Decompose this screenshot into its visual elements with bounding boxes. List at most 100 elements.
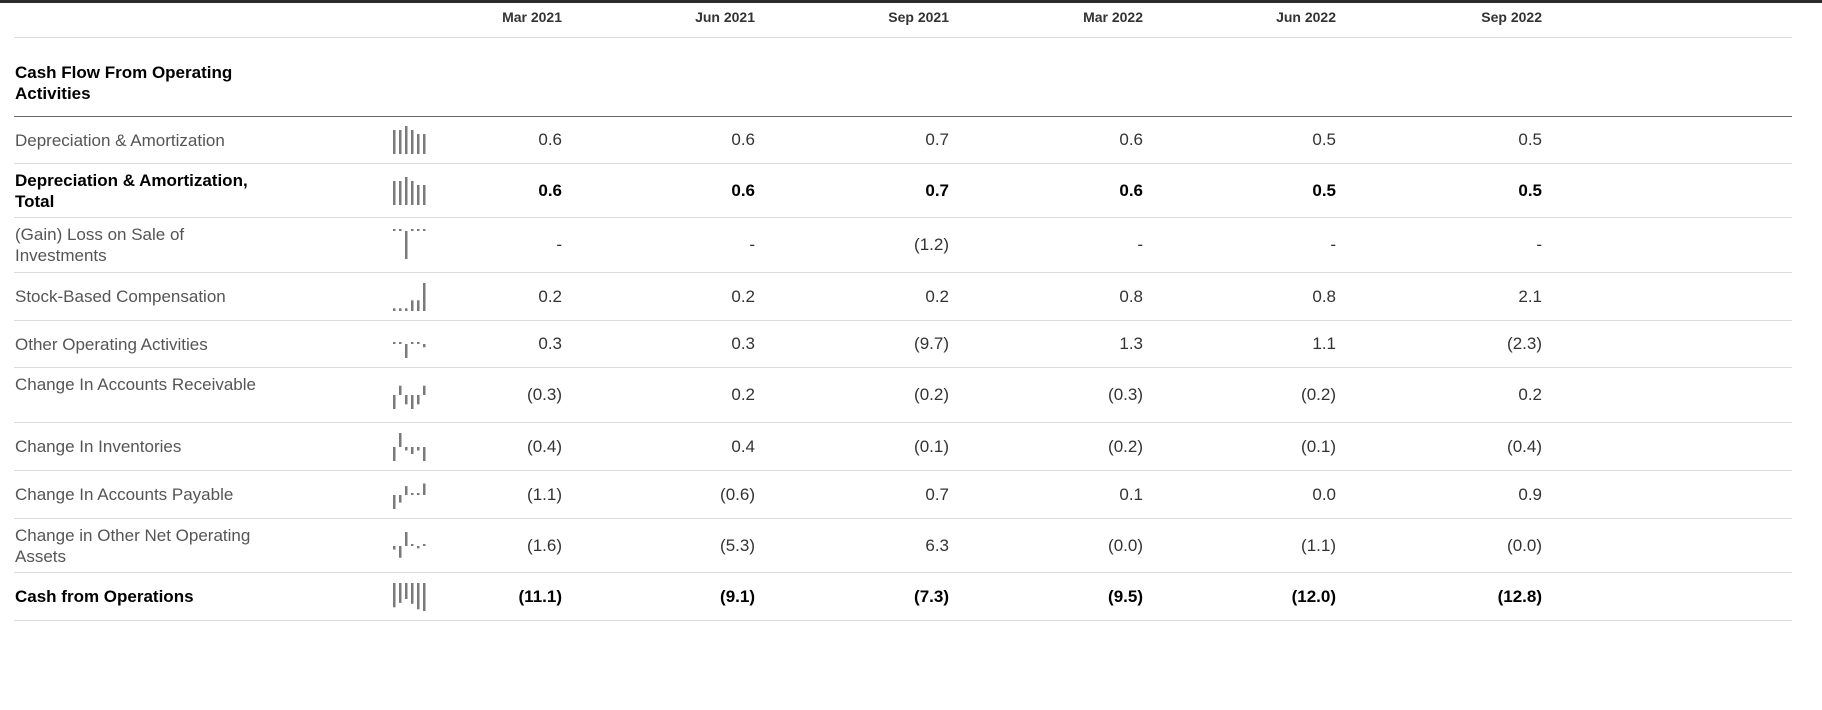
row-value: - <box>556 235 562 254</box>
section-title: Cash Flow From Operating Activities <box>15 63 233 103</box>
sparkline-bar <box>417 583 420 610</box>
sparkline-chart <box>393 532 426 558</box>
table-row: Change in Other Net Operating Assets (1.6… <box>14 519 1792 573</box>
row-value: (0.1) <box>914 437 949 456</box>
table-row: (Gain) Loss on Sale of Investments - - (1.2… <box>14 218 1792 273</box>
sparkline-bar <box>423 344 426 348</box>
cash-flow-table: Mar 2021 Jun 2021 Sep 2021 Mar 2022 Jun 2022… <box>14 3 1792 621</box>
row-value: 0.4 <box>731 437 755 456</box>
row-value: (9.1) <box>720 587 755 606</box>
sparkline-bar <box>393 583 396 608</box>
row-value: (1.2) <box>914 235 949 254</box>
column-header: Mar 2021 <box>502 9 562 25</box>
sparkline-bar <box>399 342 402 344</box>
sparkline-bar <box>417 342 420 344</box>
table-row: Change In Accounts Receivable (0.3) 0.2 (0.… <box>14 368 1792 423</box>
sparkline-bar <box>411 395 414 409</box>
row-value: (0.2) <box>1108 437 1143 456</box>
row-value: (0.4) <box>1507 437 1542 456</box>
row-value: 0.6 <box>1119 181 1143 200</box>
table-row: Stock-Based Compensation 0.2 0.2 0.2 0.8 0.8 2… <box>14 273 1792 321</box>
row-value: 0.2 <box>731 287 755 306</box>
table-row: Depreciation & Amortization 0.6 0.6 0.7 0.6 0… <box>14 117 1792 164</box>
row-value: (9.5) <box>1108 587 1143 606</box>
table-row: Change In Accounts Payable (1.1) (0.6) 0.7 0… <box>14 471 1792 519</box>
sparkline-bar <box>393 229 396 231</box>
sparkline-bar <box>399 385 402 395</box>
sparkline-chart <box>393 126 426 154</box>
row-value: 0.0 <box>1312 485 1336 504</box>
sparkline-chart <box>393 342 426 358</box>
sparkline-bar <box>399 433 402 447</box>
column-header: Mar 2022 <box>1083 9 1143 25</box>
row-value: 1.1 <box>1312 334 1336 353</box>
top-border <box>0 0 1822 3</box>
row-label: Change In Accounts Payable <box>15 485 234 504</box>
sparkline-bar <box>399 495 402 503</box>
row-label: Cash from Operations <box>15 587 194 606</box>
row-value: 6.3 <box>925 536 949 555</box>
sparkline-bar <box>417 300 420 311</box>
sparkline-bar <box>411 181 414 205</box>
sparkline-bar <box>417 134 420 154</box>
row-label: Stock-Based Compensation <box>15 287 226 306</box>
row-value: 0.1 <box>1119 485 1143 504</box>
sparkline-bar <box>393 395 396 409</box>
row-value: (11.1) <box>518 587 562 606</box>
row-value: (0.3) <box>1108 385 1143 404</box>
row-value: (7.3) <box>914 587 949 606</box>
sparkline-bar <box>399 583 402 603</box>
table-row: Cash from Operations (11.1) (9.1) (7.3) (9.5… <box>14 573 1792 621</box>
sparkline-bar <box>423 134 426 154</box>
row-value: 0.2 <box>1518 385 1542 404</box>
row-value: 0.6 <box>1119 130 1143 149</box>
row-value: 0.7 <box>925 130 949 149</box>
sparkline-chart <box>393 283 426 311</box>
row-value: 0.6 <box>538 181 562 200</box>
row-value: 0.7 <box>925 485 949 504</box>
sparkline-bar <box>411 130 414 154</box>
sparkline-bar <box>423 583 426 611</box>
sparkline-bar <box>399 229 402 231</box>
row-value: 0.5 <box>1518 130 1542 149</box>
column-header-row: Mar 2021 Jun 2021 Sep 2021 Mar 2022 Jun 2022… <box>14 3 1792 38</box>
sparkline-bar <box>405 344 408 358</box>
row-value: 0.5 <box>1312 130 1336 149</box>
sparkline-bar <box>393 130 396 154</box>
sparkline-bar <box>411 342 414 344</box>
row-value: - <box>749 235 755 254</box>
sparkline-bar <box>411 447 414 454</box>
sparkline-bar <box>399 308 402 311</box>
table-row: Change In Inventories (0.4) 0.4 (0.1) (0.2) (… <box>14 423 1792 471</box>
table-row: Depreciation & Amortization, Total 0.6 0.6… <box>14 164 1792 218</box>
sparkline-chart <box>393 385 426 409</box>
sparkline-bar <box>405 126 408 154</box>
sparkline-bar <box>393 546 396 550</box>
sparkline-bar <box>417 185 420 205</box>
sparkline-bar <box>417 546 420 549</box>
row-label: Change In Accounts Receivable <box>15 375 256 394</box>
sparkline-bar <box>405 231 408 259</box>
sparkline-bar <box>417 447 420 451</box>
table-row: Other Operating Activities 0.3 0.3 (9.7) 1.3… <box>14 321 1792 368</box>
row-label: Other Operating Activities <box>15 335 208 354</box>
row-value: (0.4) <box>527 437 562 456</box>
column-header: Jun 2021 <box>695 9 755 25</box>
sparkline-bar <box>393 495 396 509</box>
sparkline-bar <box>405 308 408 311</box>
row-value: 0.3 <box>538 334 562 353</box>
row-value: 0.2 <box>925 287 949 306</box>
row-value: 0.6 <box>538 130 562 149</box>
row-value: (2.3) <box>1507 334 1542 353</box>
row-value: (1.1) <box>527 485 562 504</box>
row-value: (0.0) <box>1507 536 1542 555</box>
sparkline-bar <box>399 181 402 205</box>
row-value: (1.1) <box>1301 536 1336 555</box>
row-value: (9.7) <box>914 334 949 353</box>
sparkline-bar <box>423 544 426 546</box>
row-value: 0.2 <box>731 385 755 404</box>
row-value: (0.0) <box>1108 536 1143 555</box>
row-value: 0.5 <box>1312 181 1336 200</box>
sparkline-chart <box>393 583 426 611</box>
sparkline-bar <box>411 493 414 495</box>
